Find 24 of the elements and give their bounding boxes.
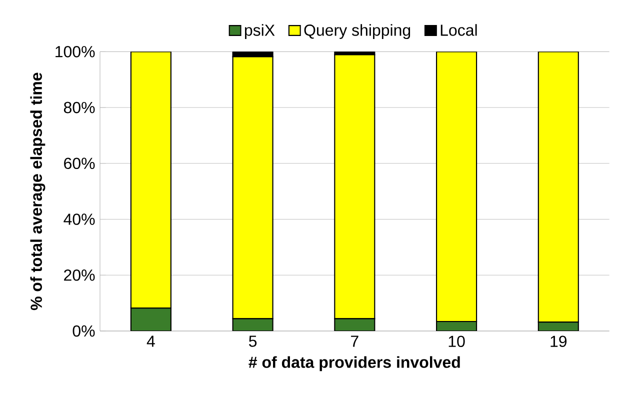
x-tick-label: 10	[448, 336, 465, 348]
y-tick-label: 60%	[64, 158, 95, 170]
bar	[334, 318, 375, 332]
y-tick-label: 0%	[72, 325, 95, 337]
y-tick-label: 20%	[64, 269, 95, 281]
x-tick-label: 4	[146, 336, 155, 347]
x-tick-label: 5	[249, 336, 257, 347]
legend-label: Local	[440, 24, 477, 36]
y-tick-label: 100%	[56, 46, 95, 58]
x-tick-label: 19	[550, 336, 567, 348]
y-tick-label: 80%	[64, 102, 95, 114]
bar	[130, 52, 172, 309]
y-tick-label: 40%	[64, 214, 95, 225]
x-tick-label: 7	[351, 336, 358, 347]
bar	[436, 52, 478, 322]
legend-label: psiX	[244, 24, 275, 40]
y-axis-title: % of total average elapsed time	[30, 72, 46, 310]
bar	[130, 308, 172, 332]
x-axis-title: # of data providers involved	[248, 356, 460, 372]
legend-label: Query shipping	[304, 24, 410, 40]
bar	[334, 54, 376, 320]
bar	[232, 318, 273, 332]
bar	[232, 56, 274, 320]
bar	[538, 52, 579, 323]
